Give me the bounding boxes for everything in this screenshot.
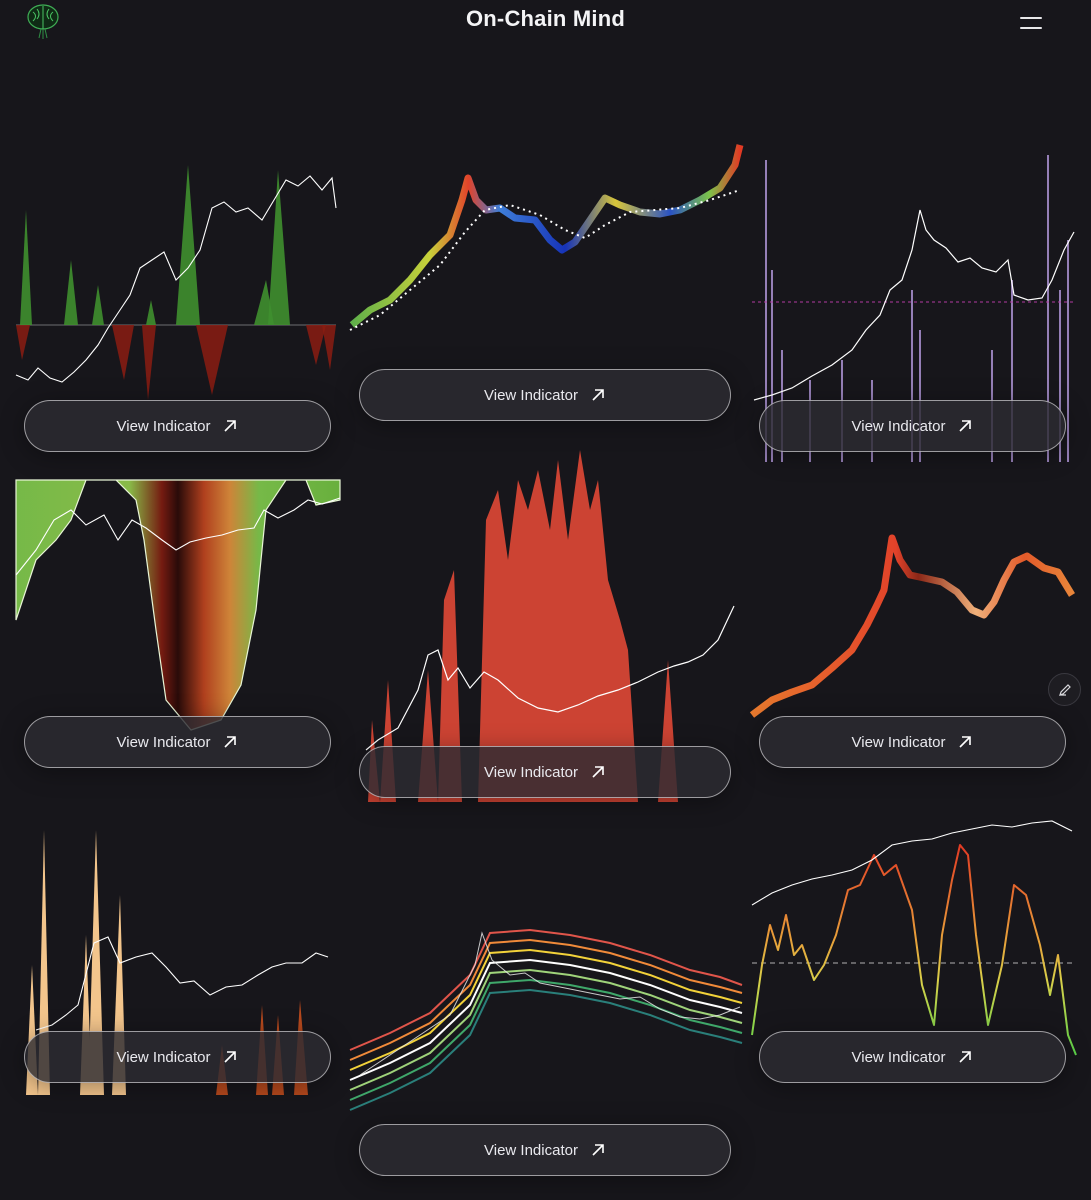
view-indicator-label: View Indicator bbox=[484, 386, 578, 404]
view-indicator-label: View Indicator bbox=[116, 1048, 211, 1066]
edit-button[interactable] bbox=[1048, 673, 1081, 706]
indicator-card-1: View Indicator bbox=[15, 150, 337, 460]
indicator-preview-4 bbox=[15, 479, 341, 731]
arrow-up-right-icon bbox=[959, 736, 972, 748]
arrow-up-right-icon bbox=[224, 736, 237, 748]
view-indicator-label: View Indicator bbox=[116, 417, 211, 435]
view-indicator-label: View Indicator bbox=[851, 1048, 946, 1066]
arrow-up-right-icon bbox=[224, 420, 237, 432]
indicator-preview-6 bbox=[749, 534, 1075, 718]
page-title: On-Chain Mind bbox=[465, 6, 626, 31]
indicator-card-3: View Indicator bbox=[752, 150, 1076, 462]
brain-logo-icon[interactable] bbox=[24, 2, 62, 40]
pencil-icon bbox=[1058, 683, 1071, 696]
indicator-card-4: View Indicator bbox=[15, 479, 341, 770]
view-indicator-label: View Indicator bbox=[851, 417, 946, 435]
indicator-card-8: View Indicator bbox=[349, 925, 743, 1180]
view-indicator-button-4[interactable]: View Indicator bbox=[24, 716, 331, 768]
indicator-preview-5 bbox=[365, 450, 735, 802]
indicator-preview-2 bbox=[349, 144, 744, 331]
indicator-card-7: View Indicator bbox=[16, 825, 336, 1095]
view-indicator-button-2[interactable]: View Indicator bbox=[359, 369, 731, 421]
indicator-card-9: View Indicator bbox=[751, 815, 1077, 1085]
view-indicator-button-7[interactable]: View Indicator bbox=[24, 1031, 331, 1083]
indicator-card-2: View Indicator bbox=[349, 140, 744, 425]
arrow-up-right-icon bbox=[592, 766, 604, 778]
view-indicator-label: View Indicator bbox=[851, 733, 946, 751]
view-indicator-button-3[interactable]: View Indicator bbox=[759, 400, 1066, 452]
view-indicator-button-9[interactable]: View Indicator bbox=[759, 1031, 1066, 1083]
arrow-up-right-icon bbox=[224, 1051, 237, 1063]
view-indicator-label: View Indicator bbox=[484, 1141, 578, 1159]
view-indicator-label: View Indicator bbox=[116, 733, 211, 751]
arrow-up-right-icon bbox=[592, 1144, 604, 1156]
hamburger-menu-icon[interactable] bbox=[1018, 14, 1046, 32]
indicator-preview-1 bbox=[15, 165, 337, 400]
arrow-up-right-icon bbox=[592, 389, 604, 401]
indicator-card-5: View Indicator bbox=[358, 450, 738, 802]
indicator-card-6: View Indicator bbox=[749, 520, 1076, 770]
indicator-preview-8 bbox=[349, 928, 743, 1111]
arrow-up-right-icon bbox=[959, 420, 972, 432]
indicator-preview-9 bbox=[751, 820, 1077, 1056]
app-header: On-Chain Mind bbox=[0, 0, 1091, 44]
view-indicator-button-6[interactable]: View Indicator bbox=[759, 716, 1066, 768]
view-indicator-button-5[interactable]: View Indicator bbox=[359, 746, 731, 798]
view-indicator-button-8[interactable]: View Indicator bbox=[359, 1124, 731, 1176]
arrow-up-right-icon bbox=[959, 1051, 972, 1063]
view-indicator-button-1[interactable]: View Indicator bbox=[24, 400, 331, 452]
view-indicator-label: View Indicator bbox=[484, 763, 578, 781]
